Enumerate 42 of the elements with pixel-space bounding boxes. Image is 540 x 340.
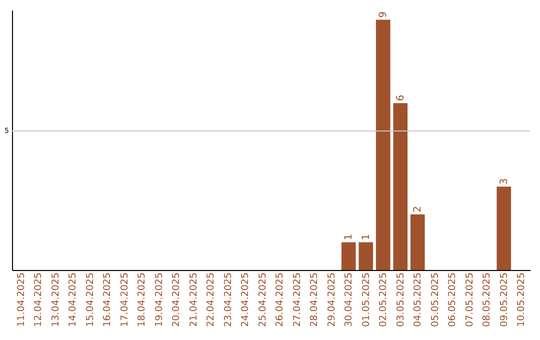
x-tick-label: 23.04.2025: [222, 272, 234, 327]
bar: [376, 20, 390, 270]
x-tick-label: 15.04.2025: [84, 272, 96, 327]
bar: [496, 186, 512, 270]
x-tick-label: 17.04.2025: [119, 272, 130, 327]
bar: [393, 103, 408, 270]
x-tick-label: 29.04.2025: [326, 272, 338, 327]
x-tick-label: 05.05.2025: [430, 272, 441, 327]
x-tick-label: 19.04.2025: [154, 272, 165, 327]
x-tick-label: 16.04.2025: [102, 272, 114, 327]
x-tick-label: 08.05.2025: [482, 272, 493, 327]
bar: [358, 242, 374, 270]
x-tick-label: 02.05.2025: [378, 272, 390, 327]
x-tick-label: 26.04.2025: [274, 272, 286, 327]
x-tick-label: 21.04.2025: [188, 272, 200, 327]
x-tick-label: 06.05.2025: [447, 272, 458, 327]
data-label: 6: [395, 94, 406, 102]
x-tick-label: 10.05.2025: [516, 272, 528, 327]
data-label: 9: [378, 11, 390, 18]
bar: [410, 214, 425, 270]
bar: [341, 242, 356, 270]
data-label: 1: [344, 234, 355, 240]
x-tick-label: 27.04.2025: [292, 272, 303, 327]
x-tick-label: 28.04.2025: [309, 272, 320, 327]
x-tick-label: 22.04.2025: [206, 272, 217, 327]
x-tick-label: 18.04.2025: [136, 272, 148, 327]
x-tick-label: 01.05.2025: [360, 272, 372, 327]
x-tick-label: 25.04.2025: [257, 272, 268, 327]
x-tick-label: 04.05.2025: [412, 272, 424, 327]
x-tick-label: 03.05.2025: [395, 272, 406, 327]
data-label: 1: [360, 234, 372, 240]
x-tick-label: 12.04.2025: [33, 272, 44, 327]
x-tick-label: 07.05.2025: [464, 272, 476, 327]
x-tick-label: 11.04.2025: [16, 272, 27, 327]
x-tick-label: 13.04.2025: [50, 272, 62, 327]
x-tick-label: 09.05.2025: [498, 272, 510, 327]
data-label: 3: [498, 178, 510, 185]
x-tick-label: 20.04.2025: [171, 272, 182, 327]
x-tick-label: 24.04.2025: [240, 272, 252, 327]
x-tick-label: 14.04.2025: [68, 272, 79, 327]
data-label: 2: [412, 206, 424, 212]
x-tick-label: 30.04.2025: [344, 272, 355, 327]
